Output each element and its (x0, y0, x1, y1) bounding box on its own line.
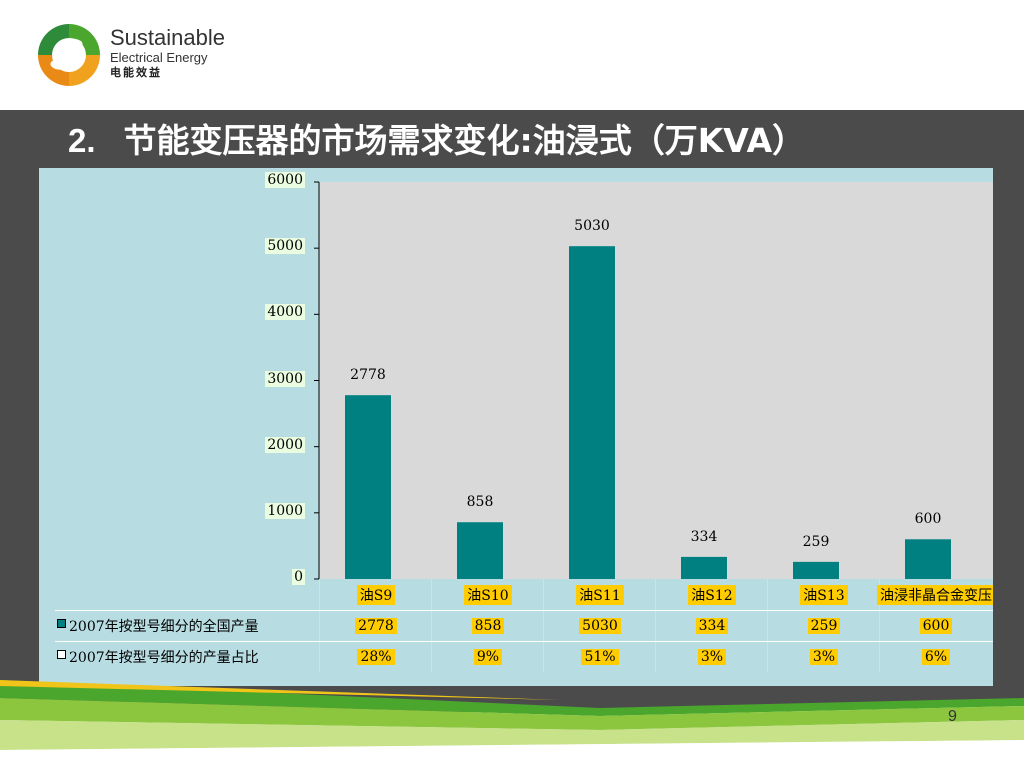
cell-text: 259 (807, 617, 841, 634)
y-tick-label: 0 (292, 569, 305, 585)
table-cell: 6% (879, 641, 992, 672)
slide-title-text: 节能变压器的市场需求变化:油浸式（万KVA） (123, 121, 806, 160)
bar (569, 246, 615, 579)
data-label: 858 (466, 494, 494, 511)
table-cell: 259 (767, 610, 880, 641)
cell-text: 858 (471, 617, 505, 634)
cell-text: 28% (357, 648, 395, 665)
data-label: 5030 (574, 218, 610, 235)
table-cell: 2778 (319, 610, 432, 641)
brand-text: Sustainable Electrical Energy 电能效益 (110, 26, 225, 80)
legend-swatch (57, 619, 66, 628)
table-cell: 334 (655, 610, 768, 641)
cell-text: 3% (809, 648, 839, 665)
cell-text: 油S12 (688, 584, 736, 605)
table-cell: 3% (767, 641, 880, 672)
footer-decoration (0, 680, 1024, 768)
series-legend-label: 2007年按型号细分的全国产量 (57, 610, 259, 641)
slide-header: Sustainable Electrical Energy 电能效益 (0, 0, 1024, 110)
data-label: 600 (914, 511, 942, 528)
cell-text: 9% (473, 648, 503, 665)
legend-text: 2007年按型号细分的产量占比 (69, 649, 259, 666)
bar (793, 561, 839, 579)
series-legend-label: 2007年按型号细分的产量占比 (57, 641, 259, 672)
brand-line-3: 电能效益 (110, 66, 162, 79)
cell-text: 334 (695, 617, 729, 634)
brand-line-2: Electrical Energy (110, 50, 208, 65)
bar (345, 395, 391, 579)
bar (681, 556, 727, 579)
cell-text: 600 (919, 617, 953, 634)
plot-area (319, 182, 993, 579)
slide-title: 2. 节能变压器的市场需求变化:油浸式（万KVA） (68, 114, 805, 162)
table-cell: 600 (879, 610, 992, 641)
y-tick-label: 4000 (265, 304, 305, 321)
bar (457, 522, 503, 579)
category-label: 油S10 (431, 579, 544, 610)
bar (905, 539, 951, 579)
category-label: 油S9 (319, 579, 432, 610)
cell-text: 油S10 (464, 584, 512, 605)
table-cell: 51% (543, 641, 656, 672)
table-row: 2007年按型号细分的全国产量 2778 858 5030 334 259 600 (39, 610, 993, 641)
table-cell: 5030 (543, 610, 656, 641)
y-tick-label: 1000 (265, 502, 305, 519)
y-tick-label: 6000 (265, 172, 305, 188)
company-logo-icon (36, 22, 102, 88)
chart-panel: 0 1000 2000 3000 4000 5000 6000 2778 858 5030 334… (39, 168, 993, 686)
table-cell: 28% (319, 641, 432, 672)
table-row: 2007年按型号细分的产量占比 28% 9% 51% 3% 3% 6% (39, 641, 993, 672)
cell-text: 油S13 (800, 584, 848, 605)
table-divider (55, 641, 993, 642)
data-label: 334 (690, 528, 718, 545)
brand-line-1: Sustainable (110, 25, 225, 50)
category-label: 油浸非晶合金变压 (877, 579, 993, 610)
cell-text: 油S9 (356, 584, 396, 605)
cell-text: 5030 (579, 617, 621, 634)
y-tick-label: 3000 (265, 370, 305, 387)
cell-text: 油S11 (576, 584, 624, 605)
slide-title-number: 2. (68, 122, 96, 159)
cell-text: 油浸非晶合金变压 (877, 584, 993, 605)
data-label: 2778 (350, 367, 386, 384)
y-tick-label: 2000 (265, 436, 305, 453)
category-label: 油S11 (543, 579, 656, 610)
table-cell: 3% (655, 641, 768, 672)
data-label: 259 (802, 533, 830, 550)
legend-swatch (57, 650, 66, 659)
y-tick-label: 5000 (265, 238, 305, 255)
bar-chart (314, 181, 951, 580)
category-label: 油S13 (767, 579, 880, 610)
cell-text: 6% (921, 648, 951, 665)
cell-text: 3% (697, 648, 727, 665)
cell-text: 51% (581, 648, 619, 665)
table-header-row: 油S9 油S10 油S11 油S12 油S13 油浸非晶合金变压 (39, 579, 993, 610)
table-divider (55, 610, 993, 611)
table-cell: 9% (431, 641, 544, 672)
page-number: 9 (948, 708, 957, 725)
category-label: 油S12 (655, 579, 768, 610)
table-cell: 858 (431, 610, 544, 641)
legend-text: 2007年按型号细分的全国产量 (69, 618, 259, 635)
cell-text: 2778 (355, 617, 397, 634)
